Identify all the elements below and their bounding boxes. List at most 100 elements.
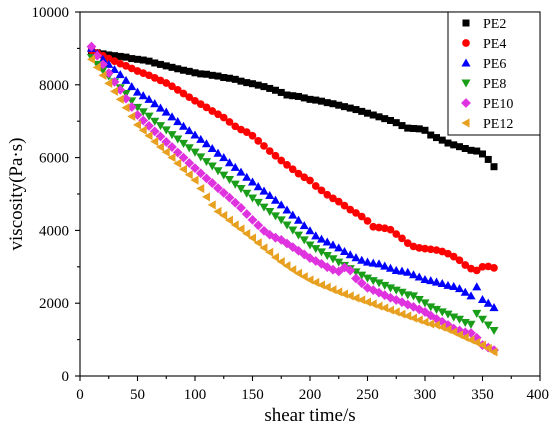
pe12-point <box>351 293 360 303</box>
pe4-point <box>357 212 366 221</box>
pe8-point <box>173 135 183 144</box>
pe8-point <box>259 203 269 212</box>
series-pe12 <box>86 54 498 357</box>
x-tick-label: 250 <box>356 387 379 403</box>
pe2-point <box>283 91 291 99</box>
pe4-point <box>185 93 194 102</box>
pe4-point <box>283 161 291 169</box>
legend: PE2 PE4 PE6 PE8 PE10 PE12 <box>447 11 541 136</box>
pe4-point <box>179 89 188 98</box>
legend-box <box>447 11 541 136</box>
pe2-point <box>220 74 228 82</box>
pe2-point <box>450 141 458 149</box>
pe2-point <box>139 56 147 64</box>
pe12-point <box>224 215 233 225</box>
pe2-point <box>254 81 262 89</box>
pe2-point <box>174 65 182 73</box>
pe8-point <box>207 162 217 171</box>
pe8-point <box>454 315 465 324</box>
pe8-point <box>368 277 378 286</box>
pe10-point <box>259 225 269 236</box>
pe4-point <box>392 230 401 238</box>
pe6-point <box>472 282 482 291</box>
pe12-point <box>115 94 124 104</box>
pe4-point <box>196 100 205 108</box>
pe12-point <box>150 137 159 147</box>
pe12-point <box>385 305 394 315</box>
pe8-point <box>219 171 229 180</box>
y-tick-label: 8000 <box>39 78 69 94</box>
pe4-point <box>380 224 389 233</box>
pe10-point <box>264 229 275 240</box>
pe8-point <box>144 112 154 121</box>
pe10-point <box>362 283 373 293</box>
pe6-point <box>339 246 350 256</box>
pe10-point <box>385 292 396 303</box>
pe6-point <box>374 259 384 268</box>
series-pe2 <box>88 47 498 171</box>
pe12-point <box>276 257 285 267</box>
pe6-point <box>132 87 143 96</box>
pe4-point <box>426 245 435 254</box>
pe2-point <box>157 60 164 68</box>
pe6-point <box>109 64 120 74</box>
pe4-point <box>432 246 441 254</box>
pe2-point <box>456 143 463 151</box>
pe12-point <box>466 335 475 345</box>
pe4-point <box>242 128 251 136</box>
pe6-point <box>437 278 447 288</box>
pe4-point <box>352 209 360 217</box>
pe8-point <box>213 167 223 176</box>
pe2-point <box>398 122 406 130</box>
pe8-point <box>316 248 327 257</box>
pe4-point <box>363 217 372 225</box>
pe12-point <box>201 192 210 202</box>
pe6-point <box>431 277 442 286</box>
legend-marker-pe4 <box>462 39 470 47</box>
pe4-point <box>260 142 268 150</box>
pe2-point <box>433 134 440 142</box>
pe2-point <box>444 139 452 147</box>
pe2-point <box>461 145 469 152</box>
pe4-point <box>219 113 228 122</box>
pe10-point <box>253 220 264 231</box>
pe10-point <box>207 178 218 188</box>
pe8-point <box>391 286 401 295</box>
pe2-point <box>364 109 371 117</box>
pe10-point <box>431 313 442 324</box>
pe4-point <box>265 147 274 155</box>
pe6-point <box>161 107 171 116</box>
y-tick-label: 0 <box>62 369 70 385</box>
legend-marker-pe12 <box>461 118 470 128</box>
pe12-point <box>293 268 302 278</box>
pe12-point <box>230 220 239 230</box>
pe6-point <box>460 287 470 296</box>
pe2-point <box>116 52 124 60</box>
pe12-point <box>184 170 193 180</box>
pe6-point <box>299 221 309 230</box>
pe12-point <box>104 78 113 88</box>
pe6-point <box>443 280 453 289</box>
pe8-point <box>293 231 304 240</box>
pe8-point <box>265 207 275 217</box>
pe8-point <box>380 281 390 290</box>
pe2-point <box>197 70 205 78</box>
pe4-point <box>415 244 424 252</box>
pe10-point <box>149 126 160 137</box>
pe8-point <box>443 310 453 319</box>
pe4-point <box>150 74 159 82</box>
pe12-point <box>109 86 118 96</box>
pe4-point <box>472 266 481 275</box>
pe6-point <box>144 94 154 103</box>
x-tick-label: 100 <box>184 387 207 403</box>
pe8-point <box>242 189 252 198</box>
pe6-point <box>420 274 430 284</box>
pe4-point <box>346 205 355 214</box>
pe6-point <box>213 148 223 157</box>
pe12-point <box>288 265 297 275</box>
x-tick-label: 200 <box>299 387 322 403</box>
pe8-point <box>155 122 166 131</box>
pe4-point <box>317 186 326 195</box>
pe10-point <box>287 242 298 253</box>
pe10-point <box>282 238 292 249</box>
